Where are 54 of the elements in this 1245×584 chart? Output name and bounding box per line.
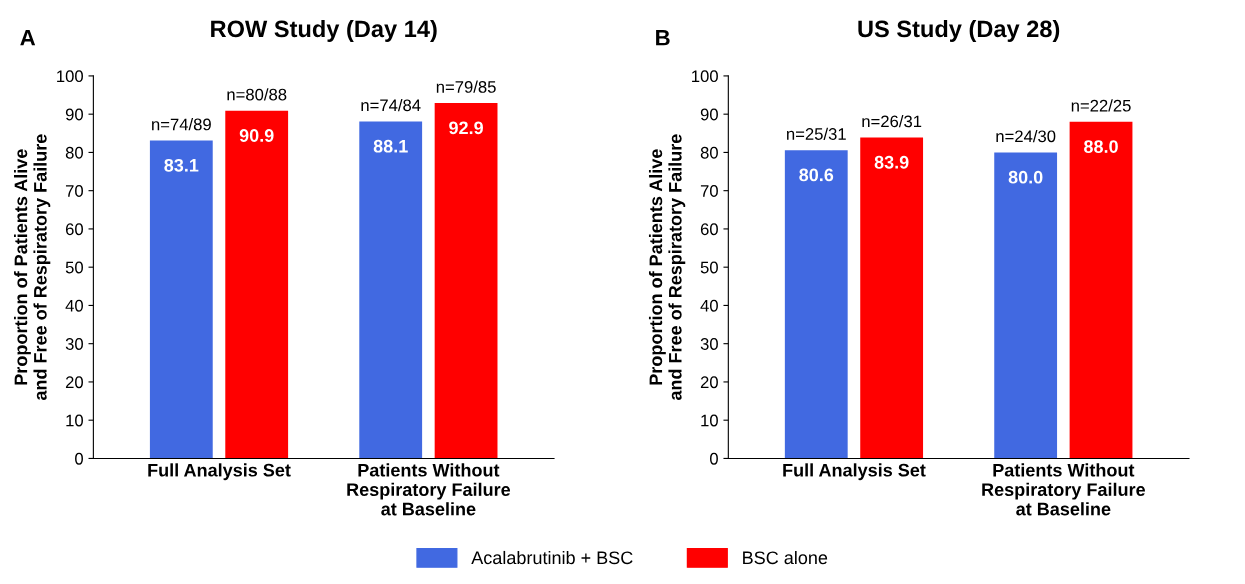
annotation: n=25/31 (787, 127, 846, 140)
annotation: n=80/88 (227, 88, 287, 101)
data-label: 88.0 (1084, 140, 1118, 153)
y-tick-label: 50 (65, 261, 83, 274)
y-tick-label: 100 (57, 70, 83, 83)
y-tick-label: 100 (692, 70, 718, 83)
y-tick-label: 90 (65, 108, 83, 121)
y-tick-label: 20 (65, 376, 83, 389)
bar (434, 103, 498, 459)
text: B (656, 30, 670, 46)
y-tick-label: 0 (709, 452, 718, 465)
y-tick-label: 40 (700, 299, 718, 312)
y-tick-label: 30 (700, 338, 718, 350)
data-label: 90.9 (239, 129, 274, 142)
annotation: n=79/85 (436, 80, 496, 93)
y-tick-label: 60 (65, 223, 83, 236)
bar (149, 140, 213, 459)
y-tick-label: 10 (701, 414, 718, 427)
bar (359, 121, 423, 459)
legend-label: Acalabrutinib + BSC (471, 550, 633, 565)
y-tick-label: 60 (700, 223, 718, 236)
data-label: 80.0 (1008, 170, 1043, 184)
chart-title: US Study (Day 28) (858, 19, 1060, 42)
annotation: n=74/89 (152, 118, 211, 131)
data-label: 83.9 (874, 155, 909, 169)
y-tick-label: 20 (700, 376, 718, 389)
x-tick-label: Full Analysis Set (783, 463, 926, 481)
x-tick-label: Patients Without Respiratory Failure at Baseline (347, 463, 511, 516)
data-label: 92.9 (449, 121, 483, 135)
y-tick-label: 40 (65, 299, 83, 312)
y-axis-title: Proportion of Patients Alive and Free of Respiratory Failure (14, 134, 51, 401)
chart-title: ROW Study (Day 14) (211, 19, 437, 42)
data-label: 83.1 (164, 158, 199, 172)
y-tick-label: 0 (75, 452, 83, 465)
y-tick-label: 90 (700, 108, 718, 121)
legend-label: BSC alone (743, 550, 828, 565)
data-label: 88.1 (373, 139, 408, 153)
y-tick-label: 80 (65, 146, 83, 159)
y-axis-title: Proportion of Patients Alive and Free of Respiratory Failure (648, 134, 686, 401)
data-label: 80.6 (799, 168, 834, 182)
annotation: n=22/25 (1071, 99, 1131, 112)
x-tick-label: Full Analysis Set (148, 463, 291, 481)
text: A (20, 30, 36, 46)
y-tick-label: 30 (65, 338, 83, 350)
y-tick-label: 10 (66, 414, 83, 427)
x-tick-label: Patients Without Respiratory Failure at Baseline (982, 463, 1146, 516)
bar (225, 110, 289, 459)
y-tick-label: 70 (700, 185, 718, 197)
y-tick-label: 50 (700, 261, 718, 274)
y-tick-label: 80 (700, 146, 718, 159)
annotation: n=24/30 (996, 129, 1056, 143)
y-tick-label: 70 (65, 185, 83, 197)
annotation: n=74/84 (361, 98, 421, 112)
annotation: n=26/31 (862, 115, 922, 128)
